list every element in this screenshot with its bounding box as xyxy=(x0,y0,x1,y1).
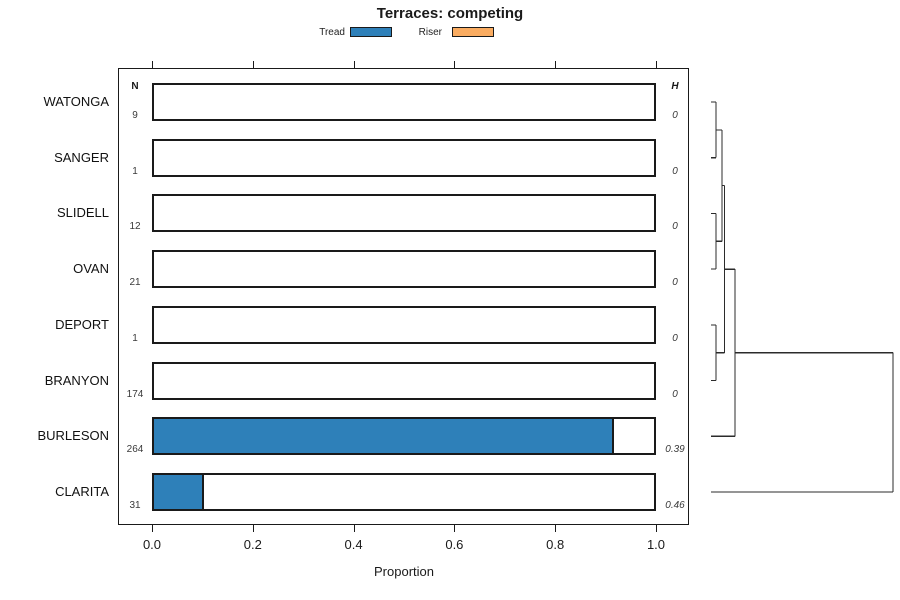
row-label-sanger: SANGER xyxy=(54,149,109,165)
row-label-branyon: BRANYON xyxy=(44,372,109,388)
legend-label-tread: Tread xyxy=(319,27,345,38)
n-value-ovan: 21 xyxy=(129,277,141,289)
n-value-branyon: 174 xyxy=(126,388,144,400)
h-value-watonga: 0 xyxy=(672,110,678,121)
row-label-slidell: SLIDELL xyxy=(56,205,109,221)
bottom-tick-0.8 xyxy=(555,525,557,532)
bottom-tick-0.2 xyxy=(252,525,254,532)
h-value-branyon: 0 xyxy=(672,388,678,400)
bar-branyon xyxy=(152,361,656,400)
bar-segment-tread xyxy=(154,474,204,509)
bar-deport xyxy=(152,305,656,344)
n-value-watonga: 9 xyxy=(132,110,138,121)
top-tick-0.2 xyxy=(252,61,254,68)
n-value-clarita: 31 xyxy=(129,499,141,511)
row-label-deport: DEPORT xyxy=(55,316,109,332)
x-tick-label-0.2: 0.2 xyxy=(243,537,262,552)
h-value-deport: 0 xyxy=(672,332,678,344)
x-tick-label-1.0: 1.0 xyxy=(646,537,666,552)
row-label-watonga: WATONGA xyxy=(43,94,109,109)
x-axis-label: Proportion xyxy=(374,564,434,579)
x-tick-label-0.8: 0.8 xyxy=(546,537,565,552)
bar-clarita xyxy=(152,472,656,511)
legend-swatch-riser-icon xyxy=(452,27,494,37)
h-value-burleson: 0.39 xyxy=(665,444,685,456)
top-tick-1.0 xyxy=(656,61,657,68)
chart-title: Terraces: competing xyxy=(376,5,524,22)
bottom-tick-0.0 xyxy=(152,525,153,532)
n-value-burleson: 264 xyxy=(126,444,144,456)
h-value-slidell: 0 xyxy=(672,221,678,233)
h-value-sanger: 0 xyxy=(672,165,678,177)
bar-burleson xyxy=(152,417,656,456)
h-column-header: H xyxy=(671,81,679,92)
top-tick-0.6 xyxy=(454,61,456,68)
bottom-tick-1.0 xyxy=(656,525,657,532)
bar-ovan xyxy=(152,250,656,289)
bar-watonga xyxy=(152,83,656,121)
h-value-ovan: 0 xyxy=(672,277,678,289)
x-tick-label-0.4: 0.4 xyxy=(344,537,363,552)
legend-swatch-tread-icon xyxy=(350,27,392,37)
bottom-tick-0.6 xyxy=(454,525,456,532)
n-value-slidell: 12 xyxy=(129,221,141,233)
x-tick-label-0.0: 0.0 xyxy=(142,537,162,552)
top-tick-0.4 xyxy=(353,61,355,68)
x-tick-label-0.6: 0.6 xyxy=(445,537,464,552)
plot-border xyxy=(118,68,689,525)
top-tick-0.8 xyxy=(555,61,557,68)
row-label-ovan: OVAN xyxy=(73,261,109,277)
bar-segment-tread xyxy=(154,419,614,454)
h-value-clarita: 0.46 xyxy=(665,499,685,511)
top-tick-0.0 xyxy=(152,61,153,68)
n-value-deport: 1 xyxy=(132,332,138,344)
n-value-sanger: 1 xyxy=(132,165,138,177)
row-label-burleson: BURLESON xyxy=(37,428,109,444)
bar-slidell xyxy=(152,194,656,233)
legend-label-riser: Riser xyxy=(418,27,442,38)
row-label-clarita: CLARITA xyxy=(55,483,109,499)
n-column-header: N xyxy=(131,81,139,92)
bar-sanger xyxy=(152,138,656,177)
bottom-tick-0.4 xyxy=(353,525,355,532)
